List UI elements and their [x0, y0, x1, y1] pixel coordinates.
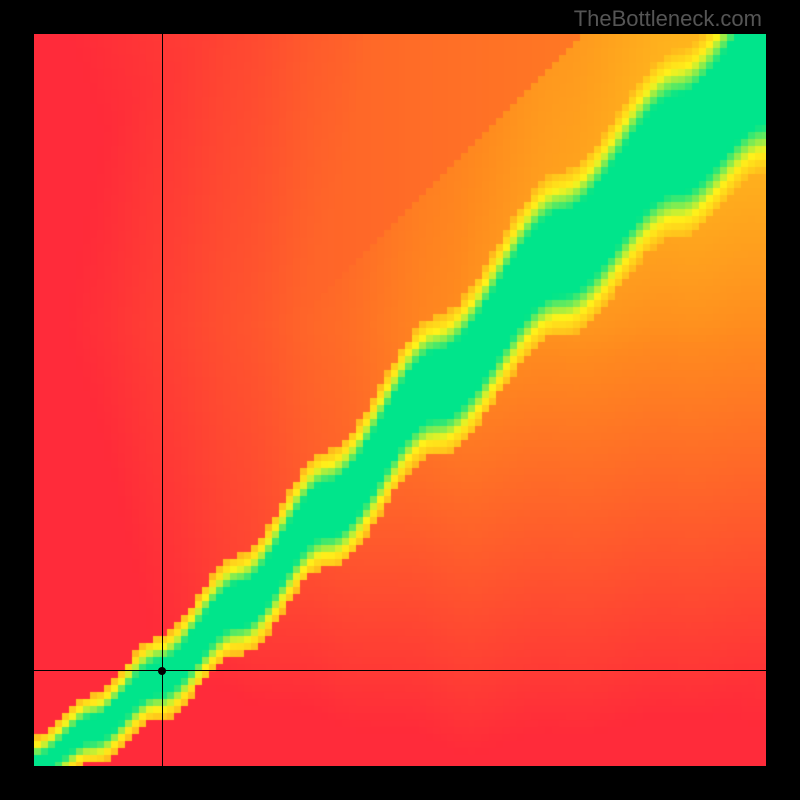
watermark-text: TheBottleneck.com — [574, 6, 762, 32]
heatmap-canvas — [34, 34, 766, 766]
plot-area — [34, 34, 766, 766]
